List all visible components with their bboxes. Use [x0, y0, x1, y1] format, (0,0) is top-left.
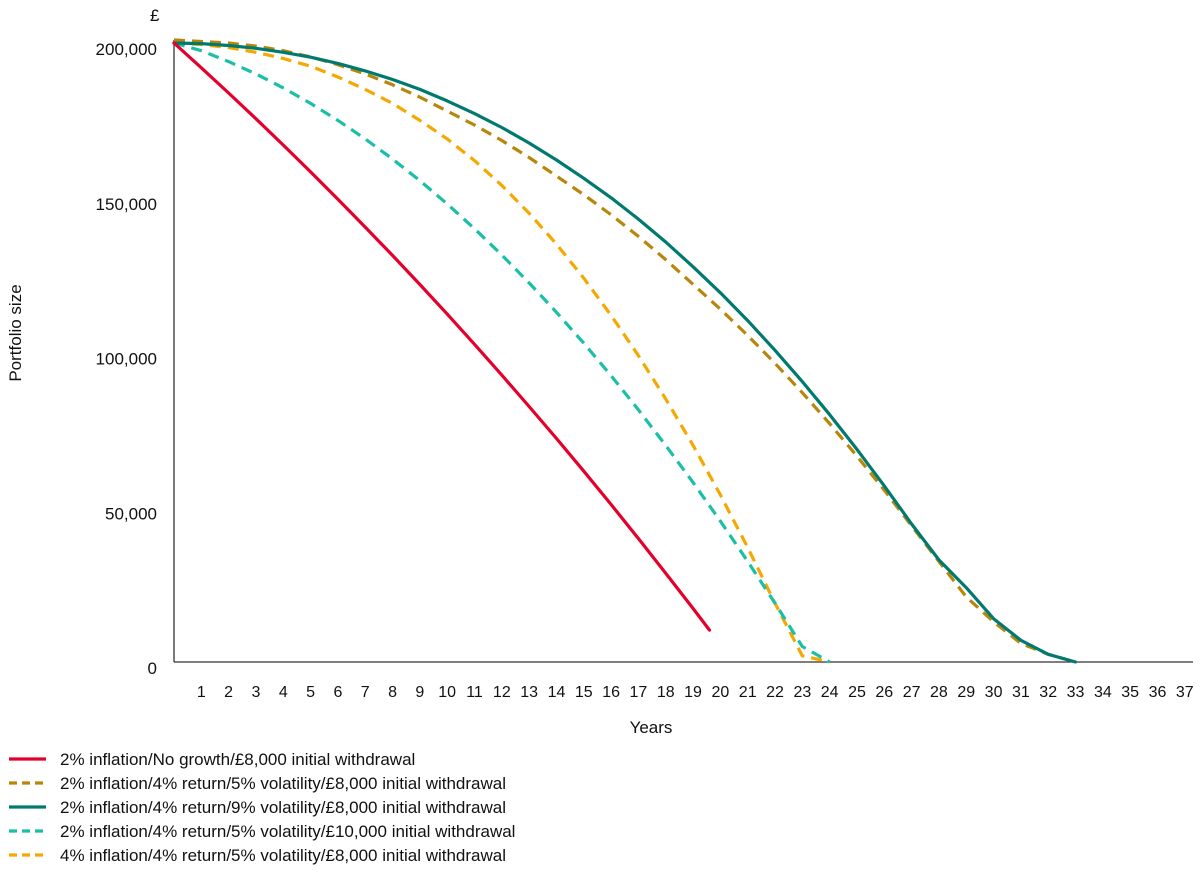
x-axis-title: Years — [630, 718, 673, 737]
y-axis-unit-label: £ — [150, 6, 160, 25]
x-tick-label: 4 — [279, 684, 288, 701]
legend-label: 2% inflation/4% return/5% volatility/£10… — [60, 822, 515, 841]
series-line-5 — [173, 41, 831, 664]
x-tick-label: 24 — [821, 684, 839, 701]
legend-label: 2% inflation/No growth/£8,000 initial wi… — [60, 750, 415, 769]
x-tick-label: 13 — [520, 684, 538, 701]
y-tick-label: 200,000 — [96, 40, 157, 59]
y-tick-label: 100,000 — [96, 350, 157, 369]
x-tick-label: 32 — [1039, 684, 1057, 701]
x-tick-label: 19 — [684, 684, 702, 701]
y-tick-label: 0 — [148, 659, 157, 678]
legend-label: 2% inflation/4% return/9% volatility/£8,… — [60, 798, 506, 817]
x-tick-label: 10 — [438, 684, 456, 701]
series-line-3 — [172, 41, 1078, 664]
x-tick-label: 29 — [957, 684, 975, 701]
legend-label: 4% inflation/4% return/5% volatility/£8,… — [60, 846, 506, 865]
x-tick-label: 6 — [333, 684, 342, 701]
x-tick-label: 8 — [388, 684, 397, 701]
x-tick-label: 20 — [711, 684, 729, 701]
x-tick-label: 7 — [361, 684, 370, 701]
x-tick-label: 18 — [657, 684, 675, 701]
x-tick-label: 14 — [548, 684, 566, 701]
x-tick-label: 27 — [903, 684, 921, 701]
legend-label: 2% inflation/4% return/5% volatility/£8,… — [60, 774, 506, 793]
x-tick-label: 26 — [875, 684, 893, 701]
x-tick-label: 2 — [224, 684, 233, 701]
x-tick-label: 11 — [466, 684, 483, 701]
y-tick-label: 50,000 — [105, 504, 157, 523]
x-tick-label: 16 — [602, 684, 620, 701]
series-line-1 — [172, 41, 712, 632]
x-tick-label: 12 — [493, 684, 511, 701]
x-tick-label: 35 — [1121, 684, 1139, 701]
series-line-2 — [173, 38, 1076, 664]
x-tick-label: 25 — [848, 684, 866, 701]
x-tick-label: 28 — [930, 684, 948, 701]
x-tick-label: 31 — [1012, 684, 1030, 701]
x-tick-label: 23 — [793, 684, 811, 701]
x-tick-label: 15 — [575, 684, 593, 701]
x-tick-label: 9 — [415, 684, 424, 701]
series-line-4 — [173, 41, 831, 664]
x-tick-label: 37 — [1176, 684, 1194, 701]
x-tick-label: 17 — [630, 684, 648, 701]
x-tick-label: 21 — [739, 684, 757, 701]
y-tick-label: 150,000 — [96, 195, 157, 214]
x-tick-label: 36 — [1149, 684, 1167, 701]
x-tick-label: 3 — [252, 684, 261, 701]
x-tick-label: 30 — [985, 684, 1003, 701]
x-tick-label: 33 — [1067, 684, 1085, 701]
x-tick-label: 5 — [306, 684, 315, 701]
x-tick-label: 22 — [766, 684, 784, 701]
x-tick-label: 34 — [1094, 684, 1112, 701]
y-axis-title: Portfolio size — [6, 284, 25, 381]
x-tick-label: 1 — [197, 684, 206, 701]
